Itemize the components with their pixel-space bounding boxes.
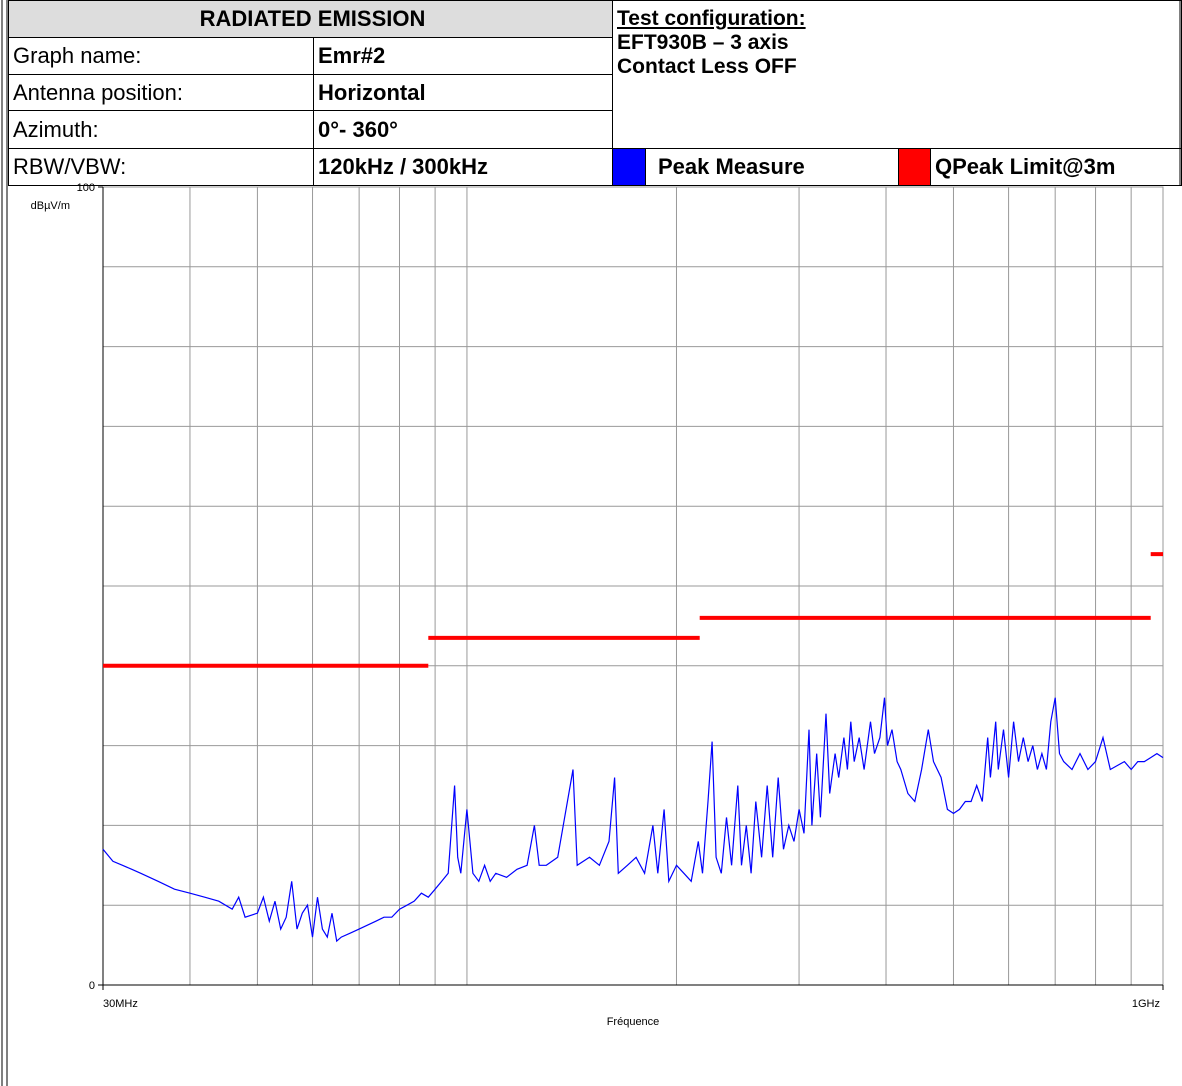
config-line: EFT930B – 3 axis — [617, 31, 789, 54]
y-axis-label: dBµV/m — [31, 200, 70, 212]
row-value: 0°- 360° — [313, 110, 613, 149]
config-line: Contact Less OFF — [617, 55, 797, 78]
title: RADIATED EMISSION — [8, 0, 613, 38]
row-label: Antenna position: — [8, 74, 314, 111]
row-value: Emr#2 — [313, 37, 613, 75]
row-value: 120kHz / 300kHz — [313, 148, 613, 186]
x-tick-label: 1GHz — [1132, 998, 1160, 1010]
legend-label: Peak Measure — [645, 148, 899, 186]
x-tick-label: 30MHz — [103, 998, 138, 1010]
legend-swatch — [898, 148, 931, 186]
y-tick-label: 0 — [89, 980, 95, 992]
row-value: Horizontal — [313, 74, 613, 111]
config-cell: Test configuration: EFT930B – 3 axis Con… — [612, 0, 1182, 149]
series-line — [103, 552, 1163, 668]
series-line — [102, 697, 1164, 943]
legend-swatch — [612, 148, 646, 186]
config-title: Test configuration: — [617, 7, 806, 30]
legend-label: QPeak Limit@3m — [930, 148, 1182, 186]
row-label: RBW/VBW: — [8, 148, 314, 186]
row-label: Azimuth: — [8, 110, 314, 149]
row-label: Graph name: — [8, 37, 314, 75]
x-axis-label: Fréquence — [607, 1016, 660, 1028]
